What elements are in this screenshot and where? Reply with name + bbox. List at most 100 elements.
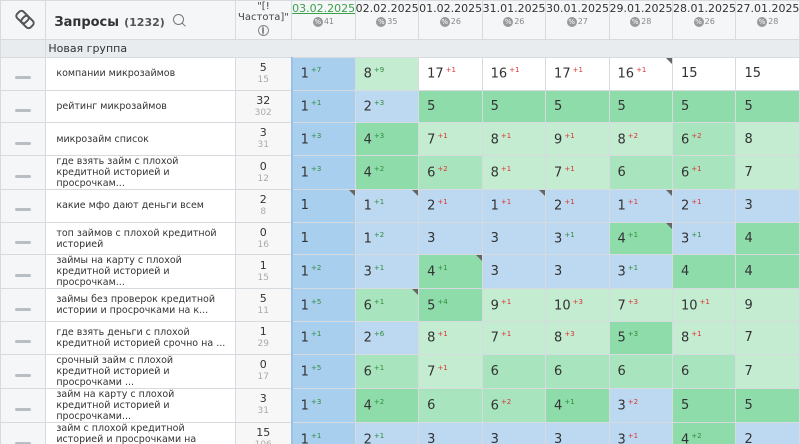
position-cell[interactable]: 7 (735, 155, 800, 191)
table-row[interactable]: займы на карту с плохой кредитной истори… (0, 254, 800, 290)
position-cell[interactable]: 1 +2 (354, 221, 420, 256)
row-handle-cell[interactable] (0, 387, 47, 423)
date-label[interactable]: 30.01.2025 (546, 2, 610, 15)
position-cell[interactable]: 3 +1 (608, 421, 673, 444)
position-cell[interactable]: 5 (735, 387, 800, 423)
keyword-cell[interactable]: компании микрозаймов (45, 57, 236, 91)
position-cell[interactable]: 3 (481, 254, 547, 290)
position-cell[interactable]: 2 (735, 421, 800, 444)
position-cell[interactable]: 7 +1 (418, 353, 483, 389)
position-cell[interactable]: 6 +2 (418, 155, 483, 191)
drag-handle-icon[interactable] (15, 208, 32, 212)
drag-handle-icon[interactable] (15, 76, 32, 80)
position-cell[interactable]: 4 +2 (354, 387, 420, 423)
keyword-cell[interactable]: рейтинг микрозаймов (45, 89, 236, 124)
row-handle-cell[interactable] (0, 155, 47, 191)
position-cell[interactable]: 4 +1 (545, 387, 610, 423)
position-cell[interactable]: 1 +7 (290, 57, 356, 91)
drag-handle-icon[interactable] (15, 274, 32, 278)
drag-handle-icon[interactable] (15, 373, 32, 377)
date-column-header[interactable]: 30.01.2025% 27 (545, 0, 610, 40)
table-row[interactable]: топ займов с плохой кредитной историей 0 1… (0, 221, 800, 256)
keyword-cell[interactable]: займы без проверок кредитной истории и п… (45, 288, 236, 323)
row-handle-cell[interactable] (0, 221, 47, 256)
date-label[interactable]: 27.01.2025 (736, 2, 800, 15)
table-row[interactable]: срочный займ с плохой кредитной историей… (0, 353, 800, 389)
date-column-header[interactable]: 03.02.2025% 41 (291, 0, 356, 40)
keywords-column-header[interactable]: Запросы (1232) (45, 0, 236, 40)
position-cell[interactable]: 1 +3 (290, 155, 356, 191)
position-cell[interactable]: 2 +1 (354, 421, 420, 444)
position-cell[interactable]: 5 (418, 89, 483, 124)
position-cell[interactable]: 9 +1 (481, 288, 547, 323)
position-cell[interactable]: 6 (545, 353, 610, 389)
keyword-cell[interactable]: займ с плохой кредитной историей и проср… (45, 421, 236, 444)
row-handle-cell[interactable] (0, 89, 47, 124)
position-cell[interactable]: 5 (735, 89, 800, 124)
table-row[interactable]: займ с плохой кредитной историей и проср… (0, 421, 800, 444)
keyword-cell[interactable]: срочный займ с плохой кредитной историей… (45, 353, 236, 389)
date-column-header[interactable]: 31.01.2025% 26 (481, 0, 547, 40)
position-cell[interactable]: 3 (481, 421, 547, 444)
position-cell[interactable]: 1 +2 (290, 254, 356, 290)
group-name[interactable]: Новая группа (45, 39, 800, 58)
keyword-cell[interactable]: микрозайм список (45, 122, 236, 157)
position-cell[interactable]: 5 (671, 89, 737, 124)
position-cell[interactable]: 6 (608, 353, 673, 389)
drag-handle-icon[interactable] (15, 307, 32, 311)
position-cell[interactable]: 3 +1 (545, 221, 610, 256)
position-cell[interactable]: 1 +1 (354, 189, 420, 223)
position-cell[interactable]: 1 (290, 221, 356, 256)
position-cell[interactable]: 3 (481, 221, 547, 256)
date-label[interactable]: 29.01.2025 (609, 2, 673, 15)
link-icon[interactable] (13, 8, 37, 31)
position-cell[interactable]: 1 +1 (290, 421, 356, 444)
drag-handle-icon[interactable] (15, 241, 32, 245)
position-cell[interactable]: 4 +1 (418, 254, 483, 290)
row-handle-cell[interactable] (0, 353, 47, 389)
position-cell[interactable]: 3 (418, 221, 483, 256)
position-cell[interactable]: 1 +5 (290, 353, 356, 389)
position-cell[interactable]: 3 (418, 421, 483, 444)
position-cell[interactable]: 6 +1 (354, 288, 420, 323)
position-cell[interactable]: 4 (671, 254, 737, 290)
table-row[interactable]: рейтинг микрозаймов 32 302 1 +1 2 +3 5 5 5 5 5 5 (0, 89, 800, 124)
group-row[interactable]: Новая группа (0, 39, 800, 58)
keyword-cell[interactable]: займ на карту с плохой кредитной историе… (45, 387, 236, 423)
position-cell[interactable]: 6 (481, 353, 547, 389)
position-cell[interactable]: 1 +1 (290, 321, 356, 355)
position-cell[interactable]: 2 +6 (354, 321, 420, 355)
position-cell[interactable]: 6 (418, 387, 483, 423)
date-label[interactable]: 02.02.2025 (355, 2, 419, 15)
position-cell[interactable]: 6 +1 (354, 353, 420, 389)
position-cell[interactable]: 6 +1 (671, 155, 737, 191)
keyword-cell[interactable]: займы на карту с плохой кредитной истори… (45, 254, 236, 290)
position-cell[interactable]: 4 +3 (354, 122, 420, 157)
position-cell[interactable]: 5 (481, 89, 547, 124)
date-label[interactable]: 28.01.2025 (672, 2, 736, 15)
position-cell[interactable]: 10 +3 (545, 288, 610, 323)
position-cell[interactable]: 3 (545, 254, 610, 290)
position-cell[interactable]: 4 (735, 221, 800, 256)
position-cell[interactable]: 6 +2 (481, 387, 547, 423)
drag-handle-icon[interactable] (15, 175, 32, 179)
position-cell[interactable]: 7 +3 (608, 288, 673, 323)
position-cell[interactable]: 9 +1 (545, 122, 610, 157)
position-cell[interactable]: 3 +1 (671, 221, 737, 256)
position-cell[interactable]: 17 +1 (545, 57, 610, 91)
table-row[interactable]: займы без проверок кредитной истории и п… (0, 288, 800, 323)
position-cell[interactable]: 7 +1 (545, 155, 610, 191)
position-cell[interactable]: 6 (608, 155, 673, 191)
position-cell[interactable]: 8 +1 (481, 155, 547, 191)
row-handle-cell[interactable] (0, 288, 47, 323)
position-cell[interactable]: 1 +1 (290, 89, 356, 124)
position-cell[interactable]: 5 (545, 89, 610, 124)
date-label[interactable]: 31.01.2025 (482, 2, 546, 15)
keyword-cell[interactable]: какие мфо дают деньги всем (45, 189, 236, 223)
drag-handle-icon[interactable] (15, 407, 32, 411)
position-cell[interactable]: 8 +1 (481, 122, 547, 157)
position-cell[interactable]: 5 +4 (418, 288, 483, 323)
position-cell[interactable]: 5 (671, 387, 737, 423)
position-cell[interactable]: 7 +1 (481, 321, 547, 355)
position-cell[interactable]: 7 +1 (418, 122, 483, 157)
